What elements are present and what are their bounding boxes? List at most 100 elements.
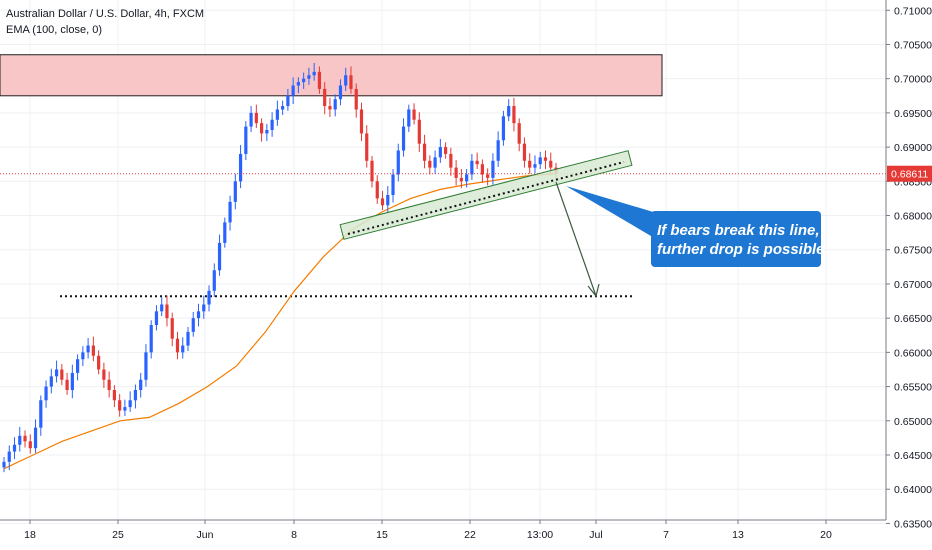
candle-body — [118, 400, 122, 411]
candle-body — [354, 88, 358, 110]
candle-body — [260, 123, 264, 134]
last-price-label-bg — [887, 165, 932, 182]
candle-body — [76, 359, 80, 373]
candle-body — [270, 119, 274, 130]
candle-body — [396, 150, 400, 175]
candle-body — [375, 181, 379, 199]
candle-body — [33, 427, 38, 449]
x-tick-label: 22 — [464, 529, 476, 541]
candle-body — [217, 242, 222, 271]
candle-body — [380, 198, 385, 206]
candle-body — [359, 109, 364, 134]
candle-body — [386, 195, 390, 206]
callout-line-2: further drop is possible — [657, 241, 825, 258]
chart-legend: Australian Dollar / U.S. Dollar, 4h, FXC… — [6, 6, 204, 38]
candle-body — [175, 338, 180, 353]
candle-body — [228, 201, 232, 223]
candle-body — [238, 153, 243, 182]
candle-body — [191, 318, 195, 332]
candle-body — [286, 95, 290, 107]
candle-body — [512, 106, 516, 124]
candle-body — [49, 376, 53, 387]
x-tick-label: 15 — [376, 529, 388, 541]
callout-pointer — [566, 186, 660, 236]
candle-body — [207, 290, 211, 305]
candle-body — [538, 157, 542, 165]
candle-body — [412, 109, 416, 120]
candle-body — [486, 174, 490, 178]
x-tick-label: Jul — [589, 529, 602, 541]
candle-body — [112, 390, 116, 401]
candle-body — [459, 177, 463, 182]
y-axis-ticks: 0.710000.705000.700000.695000.690000.685… — [886, 5, 932, 530]
candle-body — [212, 270, 216, 291]
candle-body — [144, 352, 148, 380]
candle-body — [491, 160, 495, 178]
candle-body — [344, 75, 348, 86]
candle-body — [233, 181, 237, 202]
candle-body — [317, 71, 322, 89]
drop-arrow[interactable] — [555, 181, 597, 297]
candle-body — [23, 435, 27, 442]
last-price-label: 0.68611 — [887, 165, 932, 182]
candle-body — [170, 318, 174, 339]
y-tick-label: 0.64000 — [894, 484, 932, 496]
candle-body — [433, 157, 437, 168]
candle-body — [139, 379, 143, 390]
candle-body — [44, 386, 48, 401]
candle-body — [480, 164, 484, 175]
x-tick-label: 20 — [820, 529, 832, 541]
candle-body — [312, 71, 316, 76]
candle-body — [39, 400, 43, 428]
candle-body — [265, 130, 269, 134]
x-tick-label: 18 — [24, 529, 36, 541]
candle-body — [281, 106, 285, 110]
candle-body — [417, 119, 421, 144]
y-tick-label: 0.70000 — [894, 74, 932, 86]
candle-body — [496, 140, 500, 161]
candle-body — [349, 75, 353, 89]
candle-body — [2, 461, 6, 468]
candle-body — [149, 325, 153, 353]
candle-body — [18, 435, 22, 445]
y-tick-label: 0.69000 — [894, 142, 932, 154]
candle-body — [338, 85, 343, 100]
candle-body — [449, 153, 453, 168]
y-tick-label: 0.65500 — [894, 382, 932, 394]
x-tick-label: 7 — [663, 529, 669, 541]
candle-body — [501, 116, 506, 141]
candle-body — [133, 390, 138, 401]
candle-body — [123, 407, 127, 411]
candle-body — [465, 174, 469, 182]
trendline-channel[interactable] — [339, 150, 633, 240]
ema-line — [3, 173, 557, 470]
indicator-label: EMA (100, close, 0) — [6, 24, 102, 36]
candle-body — [86, 345, 90, 353]
y-tick-label: 0.63500 — [894, 518, 932, 530]
candle-body — [470, 160, 474, 175]
ema-line-group — [3, 173, 557, 470]
candle-body — [365, 133, 369, 161]
resistance-zone[interactable] — [0, 54, 663, 97]
last-price-value: 0.68611 — [891, 169, 928, 181]
candle-body — [328, 106, 332, 110]
candle-body — [65, 379, 69, 390]
candle-body — [549, 160, 553, 168]
candle-body — [81, 352, 85, 360]
callout-background — [651, 211, 821, 267]
y-tick-label: 0.67500 — [894, 245, 932, 257]
candle-body — [7, 451, 11, 462]
candle-body — [370, 160, 374, 182]
candle-body — [333, 99, 337, 110]
x-tick-label: Jun — [197, 529, 214, 541]
candle-body — [160, 304, 164, 312]
y-tick-label: 0.65000 — [894, 416, 932, 428]
candle-body — [422, 143, 427, 161]
candle-body — [54, 369, 59, 377]
x-tick-label: 13:00 — [527, 529, 553, 541]
candle-body — [533, 164, 537, 168]
y-tick-label: 0.64500 — [894, 450, 932, 462]
candle-body — [154, 311, 159, 325]
callout-box[interactable]: If bears break this line, further drop i… — [566, 186, 825, 267]
